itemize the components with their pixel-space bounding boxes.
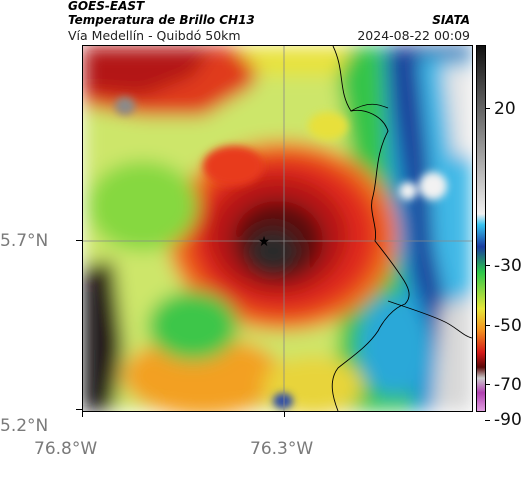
lon-label-76-3: 76.3°W (250, 439, 314, 459)
department-boundary-east (387, 300, 472, 339)
lat-tick-57 (76, 240, 82, 241)
org-label: SIATA (432, 13, 470, 27)
colorbar-label-m30: -30 (494, 256, 522, 276)
lat-label-5-2: 5.2°N (0, 416, 49, 436)
cb-tick-m30 (485, 265, 490, 266)
colorbar-label-m70: -70 (494, 375, 522, 395)
map-svg: ★ (83, 46, 472, 411)
colorbar-label-m90: -90 (494, 410, 522, 430)
cb-tick-m50 (485, 325, 490, 326)
route-subtitle: Vía Medellín - Quibdó 50km (68, 28, 241, 43)
cb-tick-20 (485, 108, 490, 109)
lon-tick-763 (284, 411, 285, 417)
colorbar-label-20: 20 (494, 99, 516, 119)
lat-label-5-7: 5.7°N (0, 231, 49, 251)
cb-tick-m70 (485, 384, 490, 385)
temperature-colorbar (476, 45, 486, 412)
timestamp: 2024-08-22 00:09 (357, 28, 470, 43)
satellite-title: GOES-EAST (68, 0, 145, 13)
lon-label-76-8: 76.8°W (34, 439, 98, 459)
colorbar-label-m50: -50 (494, 316, 522, 336)
brightness-temperature-map: ★ (82, 45, 473, 412)
department-boundary (331, 46, 410, 411)
lon-tick-768 (82, 411, 83, 417)
location-star-icon: ★ (258, 234, 271, 250)
department-boundary-north (350, 103, 389, 112)
product-title: Temperatura de Brillo CH13 (68, 13, 255, 27)
lat-tick-52 (76, 409, 82, 410)
cb-tick-m90 (485, 420, 490, 421)
